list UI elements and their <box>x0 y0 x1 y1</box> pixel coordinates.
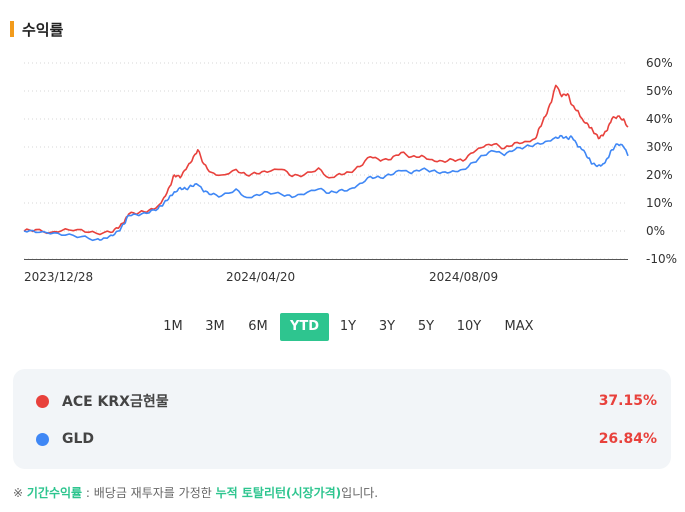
series-return: 37.15% <box>598 393 657 409</box>
section-title: 수익률 <box>22 20 64 39</box>
footnote-term: 기간수익률 <box>26 486 83 500</box>
summary-row: ACE KRX금현물 37.15% <box>13 389 671 413</box>
footnote-suffix: 입니다. <box>341 486 379 500</box>
tab-max[interactable]: MAX <box>504 319 534 334</box>
y-tick-label: 0% <box>646 224 665 238</box>
series-line-gld <box>23 134 629 242</box>
footnote-term-2: 누적 토탈리턴(시장가격) <box>215 486 342 500</box>
tab-5y[interactable]: 5Y <box>417 319 435 334</box>
y-tick-label: -10% <box>646 252 677 266</box>
x-tick-label: 2024/04/20 <box>226 270 295 284</box>
tab-3y[interactable]: 3Y <box>378 319 396 334</box>
tab-1y[interactable]: 1Y <box>339 319 357 334</box>
y-tick-label: 20% <box>646 168 673 182</box>
series-name: ACE KRX금현물 <box>62 394 169 410</box>
summary-row: GLD 26.84% <box>13 427 671 451</box>
series-return: 26.84% <box>598 431 657 447</box>
tab-1m[interactable]: 1M <box>163 319 183 334</box>
y-tick-label: 60% <box>646 56 673 70</box>
tab-3m[interactable]: 3M <box>205 319 225 334</box>
section-header: 수익률 <box>10 20 64 39</box>
return-summary-card: ACE KRX금현물 37.15% GLD 26.84% <box>13 369 671 469</box>
y-tick-label: 40% <box>646 112 673 126</box>
footnote: ※ 기간수익률 : 배당금 재투자를 가정한 누적 토탈리턴(시장가격)입니다. <box>13 484 378 501</box>
x-tick-label: 2024/08/09 <box>429 270 498 284</box>
x-tick-label: 2023/12/28 <box>24 270 93 284</box>
tab-6m[interactable]: 6M <box>248 319 268 334</box>
return-chart: 60% 50% 40% 30% 20% 10% 0% -10% 2023/12/28 2024/0… <box>23 56 677 284</box>
period-tabs: 1M 3M 6M YTD 1Y 3Y 5Y 10Y MAX <box>0 313 685 341</box>
tab-ytd[interactable]: YTD <box>280 313 329 341</box>
title-accent-bar <box>10 21 14 37</box>
y-tick-label: 50% <box>646 84 673 98</box>
series-line-ace-krx <box>23 84 629 236</box>
y-tick-label: 10% <box>646 196 673 210</box>
y-tick-label: 30% <box>646 140 673 154</box>
series-color-dot <box>36 432 49 446</box>
series-name: GLD <box>62 431 95 447</box>
series-color-dot <box>36 394 49 408</box>
footnote-prefix: ※ <box>13 486 27 500</box>
tab-10y[interactable]: 10Y <box>456 319 482 334</box>
footnote-text: : 배당금 재투자를 가정한 <box>82 486 216 500</box>
